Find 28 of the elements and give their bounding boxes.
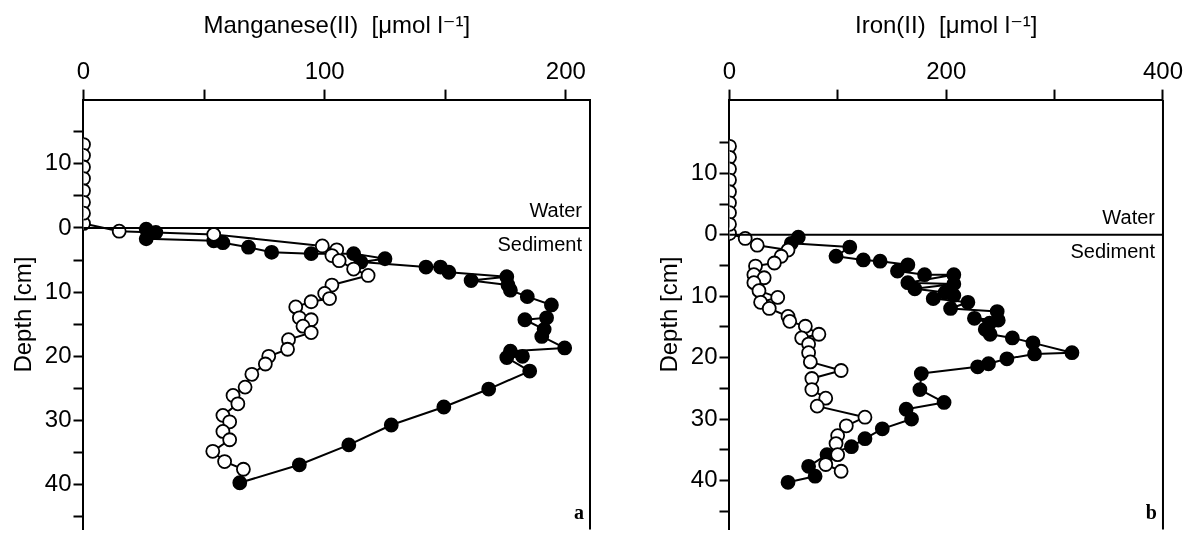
x-tick-label: 100 [304,56,345,84]
y-tick-label: 10 [44,276,72,304]
y-tick-label: 20 [690,342,718,370]
x-tick-label: 0 [722,56,737,84]
y-axis-title: Depth [cm] [655,256,683,373]
y-tick-label: 0 [704,219,718,247]
x-tick-label: 200 [545,56,586,84]
y-tick-label: 0 [58,212,72,240]
x-axis-title: Manganese(II) [μmol l⁻¹] [203,11,471,39]
y-axis-title: Depth [cm] [9,256,37,373]
x-tick-label: 0 [76,56,91,84]
annotation: Sediment [1070,240,1156,263]
x-axis-title: Iron(II) [μmol l⁻¹] [854,11,1038,39]
x-tick-label: 200 [926,56,967,84]
y-tick-label: 10 [690,157,718,185]
y-tick-label: 40 [690,465,718,493]
annotation: Water [1102,206,1156,229]
x-tick-label: 400 [1142,56,1183,84]
annotation: b [1145,500,1157,523]
y-tick-label: 30 [44,405,72,433]
y-tick-label: 10 [690,280,718,308]
y-tick-label: 40 [44,469,72,497]
y-tick-label: 20 [44,340,72,368]
y-tick-label: 10 [44,148,72,176]
y-tick-label: 30 [690,403,718,431]
annotation: Water [529,199,583,222]
annotation: Sediment [497,233,583,256]
annotation: a [574,500,584,523]
